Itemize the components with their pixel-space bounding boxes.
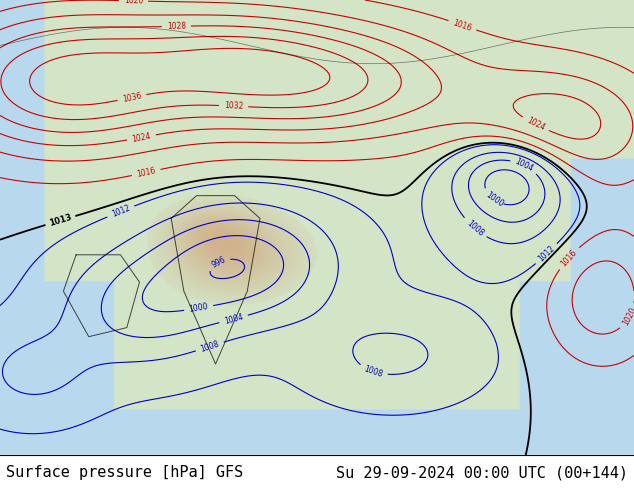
Text: 1013: 1013 [48,213,73,228]
Text: 996: 996 [210,255,227,270]
Text: 1028: 1028 [167,22,186,31]
Text: 1016: 1016 [559,248,579,268]
Text: Su 29-09-2024 00:00 UTC (00+144): Su 29-09-2024 00:00 UTC (00+144) [335,465,628,480]
Text: 1000: 1000 [484,191,505,209]
Text: 1016: 1016 [452,18,473,33]
Text: 1036: 1036 [122,91,142,104]
Text: 1008: 1008 [465,219,485,238]
Text: 1008: 1008 [199,339,220,354]
Text: Surface pressure [hPa] GFS: Surface pressure [hPa] GFS [6,465,243,480]
Text: 1004: 1004 [514,157,535,174]
Text: 1020: 1020 [621,306,634,327]
Text: 1024: 1024 [131,131,152,144]
Text: 1008: 1008 [363,364,384,379]
Text: 1024: 1024 [525,116,546,133]
Text: 1016: 1016 [136,166,157,179]
Text: 1012: 1012 [110,204,131,219]
Text: 1000: 1000 [188,302,209,314]
Text: 1032: 1032 [224,101,243,111]
Text: 1020: 1020 [124,0,143,5]
Text: 1004: 1004 [223,312,244,326]
Text: 1012: 1012 [536,244,557,264]
